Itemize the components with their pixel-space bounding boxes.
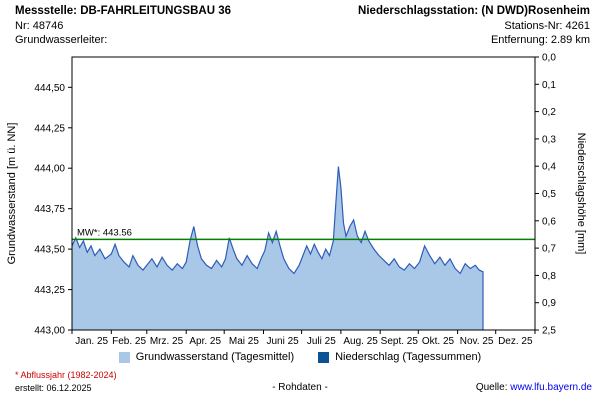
right-axis-tick-label: 0,4 bbox=[542, 162, 556, 173]
precipitation-legend-swatch bbox=[318, 351, 330, 363]
source-link[interactable]: www.lfu.bayern.de bbox=[510, 382, 592, 393]
left-axis-tick-label: 443,25 bbox=[34, 285, 65, 296]
month-label: Apr. 25 bbox=[189, 336, 221, 347]
left-axis-tick-label: 444,00 bbox=[34, 164, 65, 175]
right-axis-tick-label: 0,2 bbox=[542, 107, 556, 118]
mean-water-label: MW*: 443.56 bbox=[77, 227, 132, 238]
month-label: Feb. 25 bbox=[112, 336, 146, 347]
left-axis-tick-label: 444,50 bbox=[34, 83, 65, 94]
month-label: Okt. 25 bbox=[422, 336, 455, 347]
source-line: Quelle: www.lfu.bayern.de bbox=[476, 382, 592, 393]
right-axis-title: Niederschlagshöhe [mm] bbox=[575, 133, 587, 255]
groundwater-line bbox=[71, 166, 484, 330]
month-label: Sept. 25 bbox=[381, 336, 419, 347]
month-label: Mrz. 25 bbox=[150, 336, 184, 347]
legend-item-groundwater: Grundwasserstand (Tagesmittel) bbox=[118, 351, 295, 363]
month-label: Jan. 25 bbox=[75, 336, 108, 347]
left-axis-tick-label: 444,25 bbox=[34, 123, 65, 134]
precip-station-title: Niederschlagsstation: (N DWD)Rosenheim bbox=[358, 5, 590, 17]
left-axis-tick-label: 443,75 bbox=[34, 204, 65, 215]
right-axis-tick-label: 0,7 bbox=[542, 244, 556, 255]
source-label: Quelle: bbox=[475, 382, 508, 393]
month-label: Juli 25 bbox=[307, 336, 336, 347]
right-axis-tick-label: 0,5 bbox=[542, 189, 556, 200]
month-label: Mai 25 bbox=[229, 336, 259, 347]
month-label: Dez. 25 bbox=[498, 336, 533, 347]
station-title: Messstelle: DB-FAHRLEITUNGSBAU 36 bbox=[15, 5, 231, 17]
legend-item-precipitation: Niederschlag (Tagessummen) bbox=[318, 351, 481, 363]
right-axis-tick-label: 0,6 bbox=[542, 216, 556, 227]
legend: Grundwasserstand (Tagesmittel) Niedersch… bbox=[0, 351, 600, 363]
precip-station-number: Stations-Nr: 4261 bbox=[504, 20, 590, 32]
groundwater-area bbox=[72, 166, 483, 330]
right-axis-tick-label: 0,0 bbox=[542, 53, 556, 64]
left-axis-tick-label: 443,00 bbox=[34, 326, 65, 337]
aquifer-label: Grundwasserleiter: bbox=[15, 34, 108, 46]
discharge-year-note: * Abflussjahr (1982-2024) bbox=[15, 370, 117, 380]
distance-value: Entfernung: 2.89 km bbox=[490, 34, 590, 46]
right-axis-tick-label: 2,5 bbox=[542, 326, 556, 337]
right-axis-tick-label: 0,8 bbox=[542, 271, 556, 282]
groundwater-legend-label: Grundwasserstand (Tagesmittel) bbox=[135, 351, 295, 363]
left-axis-title: Grundwasserstand [m ü. NN] bbox=[6, 123, 18, 265]
raw-data-label: - Rohdaten - bbox=[272, 382, 328, 393]
month-label: Juni 25 bbox=[266, 336, 299, 347]
groundwater-legend-swatch bbox=[118, 351, 130, 363]
created-date: erstellt: 06.12.2025 bbox=[15, 383, 92, 393]
left-axis-tick-label: 443,50 bbox=[34, 245, 65, 256]
month-label: Nov. 25 bbox=[460, 336, 494, 347]
precipitation-legend-label: Niederschlag (Tagessummen) bbox=[335, 351, 482, 363]
month-label: Aug. 25 bbox=[343, 336, 378, 347]
right-axis-tick-label: 0,3 bbox=[542, 134, 556, 145]
station-number: Nr: 48746 bbox=[15, 20, 64, 32]
right-axis-tick-label: 0,9 bbox=[542, 298, 556, 309]
right-axis-tick-label: 0,1 bbox=[542, 80, 556, 91]
